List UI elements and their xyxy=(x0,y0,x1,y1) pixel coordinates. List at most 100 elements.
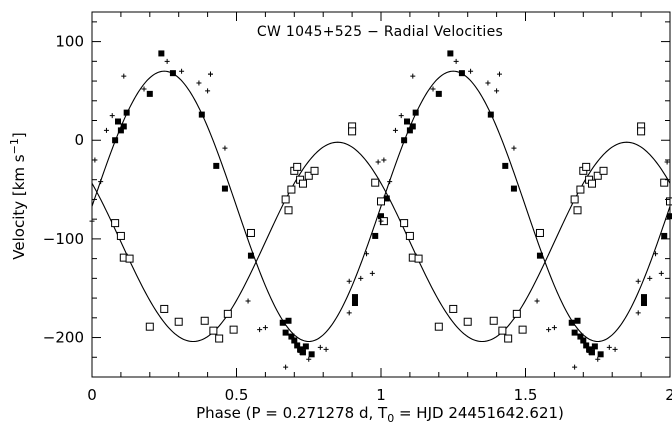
point-open-square xyxy=(434,322,443,331)
point-open-square xyxy=(284,206,293,215)
point-plus xyxy=(346,310,352,316)
fit-curve-1 xyxy=(91,70,671,343)
point-plus xyxy=(635,310,641,316)
point-filled-square xyxy=(487,111,494,118)
point-plus xyxy=(207,71,213,77)
point-open-square xyxy=(281,195,290,204)
point-plus xyxy=(635,278,641,284)
x-axis-label-main: Phase (P = 0.271278 d, T xyxy=(196,404,388,422)
point-filled-square xyxy=(351,294,358,301)
axis-ticks xyxy=(91,12,671,378)
point-filled-square xyxy=(435,90,442,97)
point-filled-square xyxy=(536,252,543,259)
point-filled-square xyxy=(661,232,668,239)
point-plus xyxy=(121,73,127,79)
point-plus xyxy=(494,88,500,94)
point-open-square xyxy=(287,185,296,194)
point-open-square xyxy=(304,171,313,180)
point-plus xyxy=(164,58,170,64)
point-filled-square xyxy=(597,351,604,358)
point-open-square xyxy=(576,185,585,194)
point-filled-square xyxy=(591,343,598,350)
point-open-square xyxy=(599,166,608,175)
point-plus xyxy=(586,349,592,355)
point-open-square xyxy=(298,179,307,188)
x-tick-label: 0 xyxy=(87,386,97,404)
point-filled-square xyxy=(351,300,358,307)
point-open-square xyxy=(293,162,302,171)
point-filled-square xyxy=(404,118,411,125)
point-open-square xyxy=(125,254,134,263)
y-axis-label-end: ] xyxy=(10,132,28,138)
plot-frame xyxy=(91,11,671,378)
point-open-square xyxy=(518,325,527,334)
point-open-square xyxy=(573,206,582,215)
point-plus xyxy=(364,251,370,257)
point-open-square xyxy=(229,325,238,334)
point-plus xyxy=(551,325,557,331)
data-points xyxy=(89,50,672,370)
x-tick-label: 1 xyxy=(376,386,386,404)
point-plus xyxy=(398,113,404,119)
y-axis-label-sup: −1 xyxy=(8,138,21,154)
point-plus xyxy=(245,298,251,304)
point-open-square xyxy=(405,231,414,240)
point-filled-square xyxy=(302,343,309,350)
point-open-square xyxy=(145,322,154,331)
point-plus xyxy=(485,80,491,86)
point-open-square xyxy=(223,309,232,318)
point-open-square xyxy=(400,219,409,228)
point-open-square xyxy=(215,334,224,343)
point-open-square xyxy=(348,127,357,136)
x-tick-label: 0.5 xyxy=(225,386,249,404)
point-open-square xyxy=(570,195,579,204)
point-filled-square xyxy=(458,70,465,77)
point-plus xyxy=(653,251,659,257)
point-filled-square xyxy=(198,111,205,118)
point-filled-square xyxy=(213,162,220,169)
point-plus xyxy=(358,275,364,281)
point-plus xyxy=(317,344,323,350)
point-plus xyxy=(572,364,578,370)
point-filled-square xyxy=(409,123,416,130)
x-tick-label: 2 xyxy=(665,386,672,404)
point-open-square xyxy=(660,178,669,187)
point-filled-square xyxy=(120,123,127,130)
y-axis-label-main: Velocity [km s xyxy=(10,154,28,260)
y-axis-label: Velocity [km s−1] xyxy=(8,132,28,259)
point-open-square xyxy=(414,254,423,263)
point-plus xyxy=(546,327,552,333)
point-plus xyxy=(196,80,202,86)
point-filled-square xyxy=(588,349,595,356)
point-open-square xyxy=(377,197,385,206)
point-plus xyxy=(595,356,601,362)
point-plus xyxy=(306,356,312,362)
point-filled-square xyxy=(308,351,315,358)
point-open-square xyxy=(637,127,646,136)
point-filled-square xyxy=(412,109,419,116)
point-open-square xyxy=(582,162,591,171)
chart-title: CW 1045+525 − Radial Velocities xyxy=(257,24,503,40)
point-filled-square xyxy=(221,185,228,192)
point-open-square xyxy=(587,179,596,188)
point-filled-square xyxy=(447,50,454,57)
point-plus xyxy=(179,68,185,74)
point-plus xyxy=(392,127,398,133)
point-plus xyxy=(612,346,618,352)
point-open-square xyxy=(504,334,513,343)
point-filled-square xyxy=(502,162,509,169)
point-filled-square xyxy=(117,127,124,134)
point-filled-square xyxy=(372,232,379,239)
point-open-square xyxy=(310,166,319,175)
point-plus xyxy=(257,327,263,333)
point-filled-square xyxy=(279,319,286,326)
point-open-square xyxy=(174,317,183,326)
point-open-square xyxy=(489,316,498,325)
point-filled-square xyxy=(247,252,254,259)
point-filled-square xyxy=(640,300,647,307)
y-tick-label: 0 xyxy=(74,131,84,149)
point-plus xyxy=(109,113,115,119)
point-plus xyxy=(453,58,459,64)
tick-labels: 0 0.5 1 1.5 2 100 0 −100 −200 xyxy=(43,33,672,404)
